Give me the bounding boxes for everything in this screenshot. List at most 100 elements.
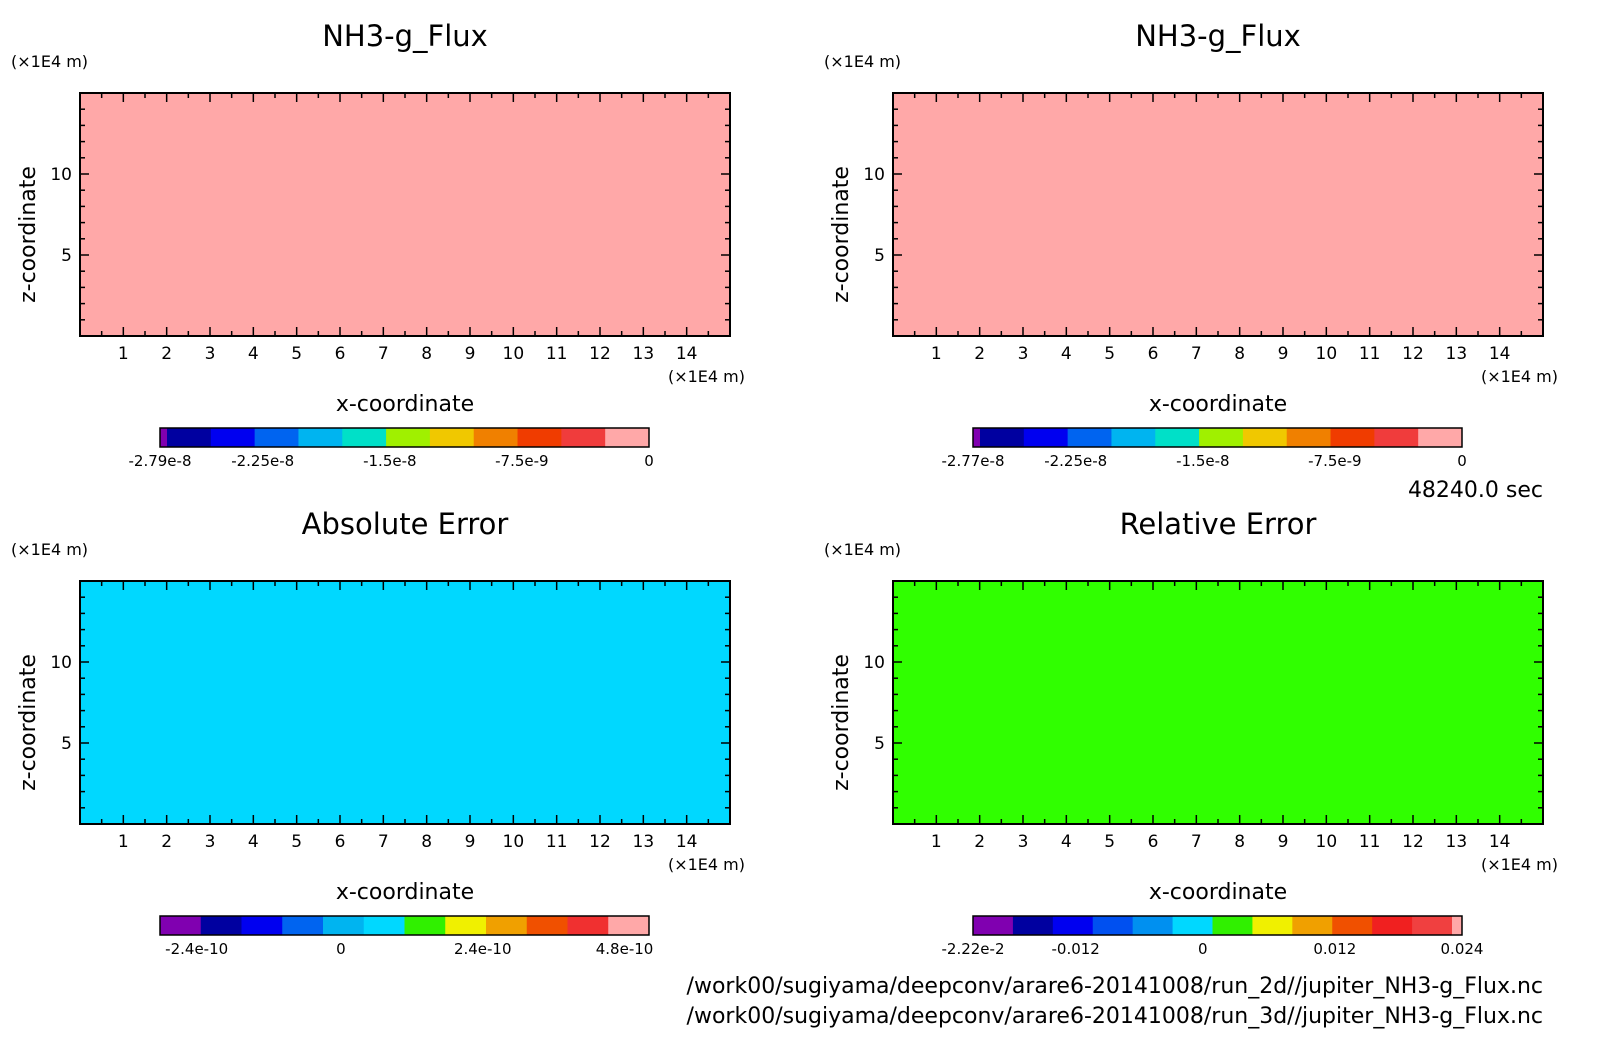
x-tick-label: 13 xyxy=(633,344,655,364)
x-tick-label: 7 xyxy=(1191,832,1202,852)
colorbar-swatch xyxy=(973,428,981,447)
x-tick-label: 8 xyxy=(421,832,432,852)
x-tick-label: 2 xyxy=(161,344,172,364)
colorbar-swatch xyxy=(1092,916,1134,935)
colorbar-swatch xyxy=(160,916,202,935)
x-tick-label: 3 xyxy=(205,344,216,364)
x-axis-label: x-coordinate xyxy=(336,880,474,905)
colorbar-swatch xyxy=(298,428,343,447)
y-tick-label: 10 xyxy=(863,165,885,185)
colorbar-swatch xyxy=(973,916,1014,935)
colorbar-swatch xyxy=(386,428,431,447)
colorbar-label: -2.25e-8 xyxy=(1044,452,1107,470)
colorbar-swatch xyxy=(1199,428,1244,447)
plot-panel-4: Relative Error(×1E4 m)1 2 3 4 5 6 7 8 9 10 11 12 13 1… xyxy=(824,507,1558,958)
x-tick-label: 1 xyxy=(931,832,942,852)
plot-title: Relative Error xyxy=(1120,507,1317,541)
x-tick-label: 6 xyxy=(1148,344,1159,364)
colorbar-label: 2.4e-10 xyxy=(454,940,512,958)
colorbar-label: -2.77e-8 xyxy=(942,452,1005,470)
heatmap-field xyxy=(893,581,1543,824)
colorbar-label: -7.5e-9 xyxy=(495,452,548,470)
x-tick-label: 8 xyxy=(421,344,432,364)
x-tick-label: 11 xyxy=(546,832,568,852)
file-path-label: /work00/sugiyama/deepconv/arare6-2014100… xyxy=(687,1004,1543,1029)
colorbar-swatch xyxy=(445,916,487,935)
colorbar-frame xyxy=(972,427,1463,448)
x-tick-label: 10 xyxy=(503,832,525,852)
x-tick-label: 14 xyxy=(1489,344,1511,364)
colorbar-swatch xyxy=(1132,916,1174,935)
colorbar-label: -7.5e-9 xyxy=(1308,452,1361,470)
colorbar-swatch xyxy=(473,428,519,447)
colorbar-swatch xyxy=(605,428,650,447)
colorbar-swatch xyxy=(342,428,387,447)
x-tick-label: 2 xyxy=(161,832,172,852)
x-tick-label: 12 xyxy=(589,832,611,852)
x-tick-label: 14 xyxy=(676,344,698,364)
y-tick-label: 10 xyxy=(863,653,885,673)
x-tick-label: 13 xyxy=(1446,832,1468,852)
colorbar-swatch xyxy=(282,916,324,935)
colorbar-swatch xyxy=(1242,428,1288,447)
x-unit-label: (×1E4 m) xyxy=(1481,367,1558,386)
colorbar-swatch xyxy=(167,428,212,447)
x-tick-label: 1 xyxy=(118,344,129,364)
x-tick-label: 8 xyxy=(1234,344,1245,364)
colorbar-swatch xyxy=(526,916,568,935)
x-tick-label: 2 xyxy=(974,832,985,852)
y-unit-label: (×1E4 m) xyxy=(11,52,88,71)
colorbar-label: 0 xyxy=(1198,940,1208,958)
y-tick-label: 5 xyxy=(61,734,72,754)
plot-panel-1: NH3-g_Flux(×1E4 m)1 2 3 4 5 6 7 8 9 10 11 12 13 14510… xyxy=(11,19,745,470)
colorbar-swatch xyxy=(1292,916,1333,935)
colorbar-swatch xyxy=(1418,428,1463,447)
colorbar-swatch xyxy=(363,916,405,935)
file-path-label: /work00/sugiyama/deepconv/arare6-2014100… xyxy=(687,974,1543,999)
x-unit-label: (×1E4 m) xyxy=(1481,855,1558,874)
x-tick-label: 6 xyxy=(335,832,346,852)
x-tick-label: 13 xyxy=(1446,344,1468,364)
colorbar-swatch xyxy=(567,916,609,935)
x-axis-label: x-coordinate xyxy=(336,392,474,417)
x-tick-label: 12 xyxy=(1402,344,1424,364)
y-tick-label: 10 xyxy=(50,653,72,673)
colorbar-swatch xyxy=(404,916,446,935)
colorbar-swatch xyxy=(1012,916,1054,935)
y-tick-label: 5 xyxy=(61,246,72,266)
colorbar-label: -2.25e-8 xyxy=(231,452,294,470)
x-tick-label: 7 xyxy=(378,832,389,852)
colorbar-swatch xyxy=(323,916,365,935)
x-tick-label: 2 xyxy=(974,344,985,364)
x-tick-label: 9 xyxy=(1278,344,1289,364)
plot-title: NH3-g_Flux xyxy=(322,19,488,53)
x-tick-label: 11 xyxy=(1359,832,1381,852)
x-tick-label: 5 xyxy=(291,344,302,364)
colorbar-label: 0.024 xyxy=(1441,940,1484,958)
colorbar: -2.79e-8 -2.25e-8 -1.5e-8 -7.5e-9 0 xyxy=(129,427,654,470)
time-label: 48240.0 sec xyxy=(1408,478,1543,503)
colorbar-swatch xyxy=(608,916,650,935)
colorbar-swatch xyxy=(210,428,256,447)
colorbar-swatch xyxy=(517,428,562,447)
x-tick-label: 10 xyxy=(1316,344,1338,364)
colorbar-swatch xyxy=(1374,428,1419,447)
colorbar-label: 0 xyxy=(644,452,654,470)
x-tick-label: 14 xyxy=(1489,832,1511,852)
colorbar-swatch xyxy=(1412,916,1453,935)
x-tick-label: 14 xyxy=(676,832,698,852)
x-tick-label: 3 xyxy=(205,832,216,852)
y-tick-label: 5 xyxy=(874,246,885,266)
x-tick-label: 4 xyxy=(248,344,259,364)
colorbar-label: 0.012 xyxy=(1313,940,1356,958)
heatmap-field xyxy=(80,93,730,336)
colorbar-frame xyxy=(972,915,1463,936)
y-unit-label: (×1E4 m) xyxy=(824,540,901,559)
colorbar-swatch xyxy=(1252,916,1293,935)
x-tick-label: 1 xyxy=(118,832,129,852)
plot-title: NH3-g_Flux xyxy=(1135,19,1301,53)
x-unit-label: (×1E4 m) xyxy=(668,367,745,386)
x-tick-label: 9 xyxy=(465,832,476,852)
x-tick-label: 11 xyxy=(546,344,568,364)
colorbar-frame xyxy=(159,427,650,448)
